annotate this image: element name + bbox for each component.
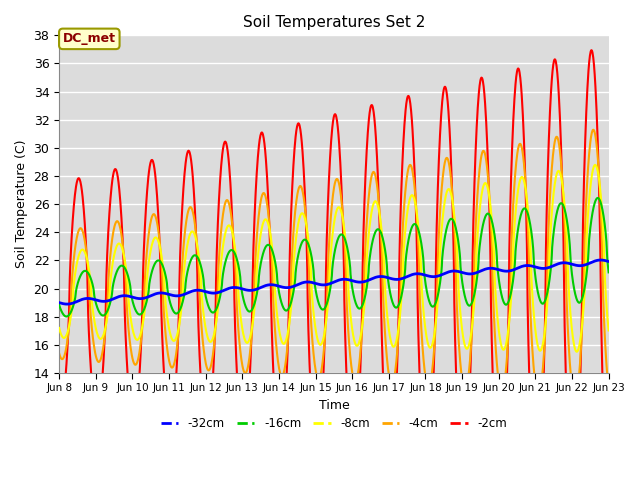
-2cm <box>98 377 106 383</box>
-2cm <box>289 183 296 189</box>
-32cm <box>310 280 317 286</box>
-16cm <box>605 269 612 275</box>
-32cm <box>120 293 128 299</box>
-16cm <box>310 274 317 280</box>
Legend: -32cm, -16cm, -8cm, -4cm, -2cm: -32cm, -16cm, -8cm, -4cm, -2cm <box>156 412 512 434</box>
-4cm <box>350 377 358 383</box>
-2cm <box>300 167 307 172</box>
Line: -32cm: -32cm <box>59 260 609 304</box>
-16cm <box>300 237 308 243</box>
-32cm <box>289 284 296 289</box>
-8cm <box>289 289 296 295</box>
-16cm <box>55 302 63 308</box>
-32cm <box>369 276 376 281</box>
-4cm <box>605 377 612 383</box>
-4cm <box>300 194 307 200</box>
-32cm <box>55 300 63 305</box>
Title: Soil Temperatures Set 2: Soil Temperatures Set 2 <box>243 15 425 30</box>
Text: DC_met: DC_met <box>63 32 116 46</box>
-8cm <box>310 310 317 316</box>
-4cm <box>98 353 106 359</box>
-2cm <box>55 377 63 383</box>
-8cm <box>120 253 128 259</box>
Line: -16cm: -16cm <box>59 198 609 316</box>
-8cm <box>368 208 376 214</box>
-16cm <box>594 195 602 201</box>
-2cm <box>368 102 376 108</box>
Line: -4cm: -4cm <box>59 130 609 380</box>
-16cm <box>289 293 296 299</box>
-2cm <box>310 377 317 383</box>
-4cm <box>120 253 128 259</box>
X-axis label: Time: Time <box>319 399 349 412</box>
-4cm <box>369 171 376 177</box>
-16cm <box>63 313 70 319</box>
Y-axis label: Soil Temperature (C): Soil Temperature (C) <box>15 140 28 268</box>
Line: -8cm: -8cm <box>59 165 609 352</box>
-16cm <box>98 312 106 318</box>
-8cm <box>300 212 307 218</box>
-2cm <box>605 377 612 383</box>
-32cm <box>98 299 106 304</box>
-16cm <box>120 264 128 270</box>
-8cm <box>591 162 599 168</box>
-8cm <box>573 349 580 355</box>
-4cm <box>289 247 296 253</box>
-8cm <box>605 327 612 333</box>
-2cm <box>588 48 595 53</box>
-32cm <box>63 301 71 307</box>
-32cm <box>605 259 612 264</box>
-8cm <box>55 325 63 331</box>
-4cm <box>310 351 317 357</box>
-4cm <box>589 127 597 132</box>
-16cm <box>369 240 376 246</box>
-32cm <box>300 279 308 285</box>
Line: -2cm: -2cm <box>59 50 609 380</box>
-32cm <box>596 257 604 263</box>
-8cm <box>98 336 106 341</box>
-4cm <box>55 350 63 356</box>
-2cm <box>120 274 128 279</box>
